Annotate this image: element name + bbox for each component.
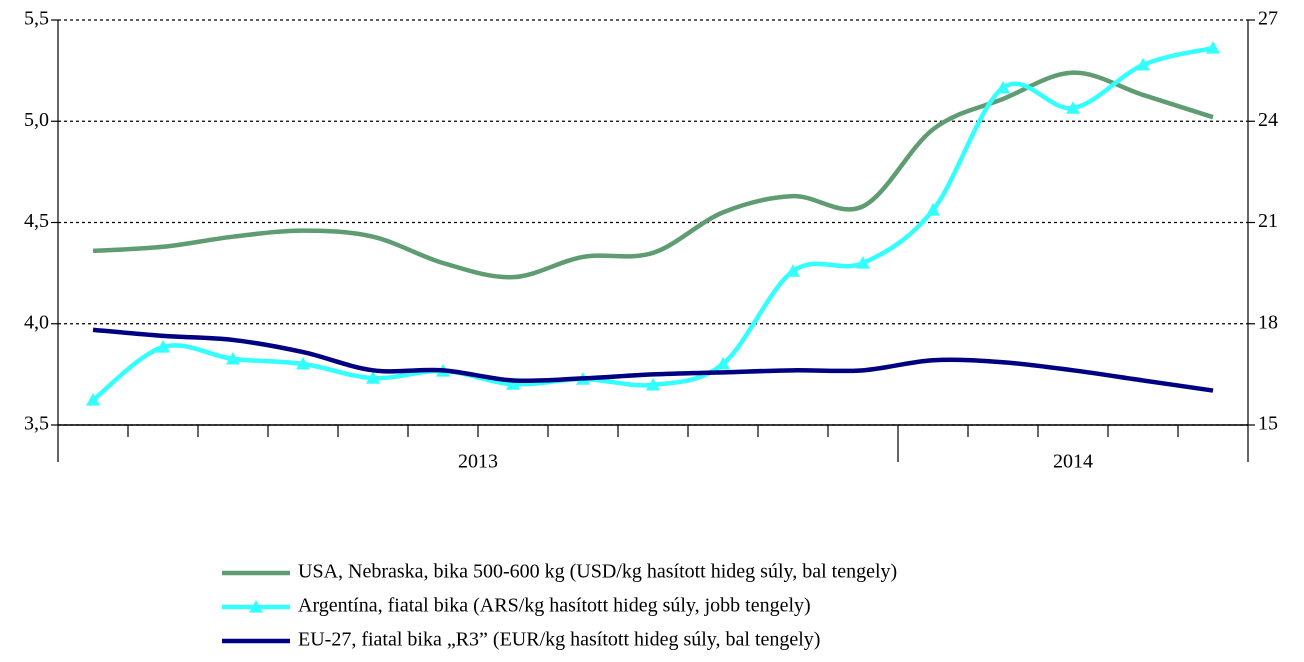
year-label: 2013 (458, 451, 498, 473)
legend-label: EU-27, fiatal bika „R3” (EUR/kg hasított… (298, 629, 820, 651)
legend-marker (249, 600, 263, 613)
year-label: 2014 (1053, 451, 1093, 473)
series-line (92, 70, 1214, 280)
legend-label: USA, Nebraska, bika 500-600 kg (USD/kg h… (298, 561, 897, 583)
series-line (91, 45, 1214, 402)
point-marker (926, 203, 940, 216)
point-marker (156, 340, 170, 353)
legend-label: Argentína, fiatal bika (ARS/kg hasított … (298, 595, 811, 617)
point-marker (996, 80, 1010, 94)
y-tick-label: 5,0 (24, 109, 49, 131)
point-marker (1066, 101, 1080, 114)
y2-tick-label: 21 (1258, 210, 1278, 232)
point-marker (716, 356, 730, 370)
series-line (92, 327, 1214, 393)
y2-tick-label: 15 (1258, 413, 1278, 435)
y-tick-label: 3,5 (24, 413, 49, 435)
point-marker (1206, 41, 1220, 54)
point-marker (86, 393, 100, 406)
point-marker (786, 264, 800, 277)
point-marker (366, 371, 380, 384)
y-tick-label: 4,0 (24, 311, 49, 333)
point-marker (1136, 57, 1150, 71)
y-tick-label: 5,5 (24, 8, 49, 30)
point-marker (506, 377, 520, 390)
point-marker (856, 256, 870, 269)
y-tick-label: 4,5 (24, 210, 49, 232)
y2-tick-label: 18 (1258, 311, 1278, 333)
y2-tick-label: 24 (1258, 109, 1278, 131)
point-marker (296, 356, 310, 370)
y2-tick-label: 27 (1258, 8, 1278, 30)
point-marker (226, 351, 240, 365)
point-marker (646, 377, 660, 391)
